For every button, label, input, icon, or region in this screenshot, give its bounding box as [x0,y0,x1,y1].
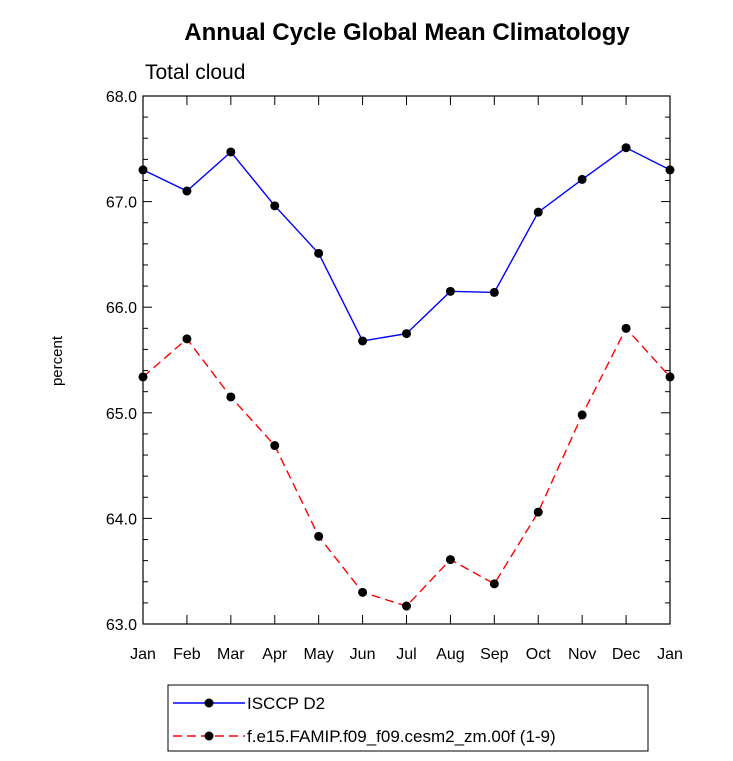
x-tick-label: Oct [526,646,551,663]
series-layer [138,143,675,611]
data-point [402,601,411,611]
legend-label: f.e15.FAMIP.f09_f09.cesm2_zm.00f (1-9) [247,727,556,746]
plot-axes: 63.0 64.0 65.0 66.0 67.0 68.0 Jan Feb Mar Apr May J… [106,89,683,663]
y-tick-label: 63.0 [106,617,137,634]
legend-label: ISCCP D2 [247,694,325,713]
series-line [142,146,671,342]
data-point [445,555,455,565]
legend: ISCCP D2 f.e15.FAMIP.f09_f09.cesm2_zm.00f… [167,684,649,752]
data-point [226,147,236,157]
x-tick-label: Jul [396,646,416,663]
x-tick-label: Sep [480,646,509,663]
data-point [314,248,324,258]
data-point [182,334,192,344]
x-tick-label: Dec [612,646,640,663]
y-tick-label: 68.0 [106,89,137,106]
data-point [182,186,192,196]
series-2 [138,323,675,611]
data-point [489,287,499,297]
data-point [577,174,587,184]
data-point [621,143,631,153]
chart-title: Annual Cycle Global Mean Climatology [184,19,630,46]
series-1 [138,143,675,346]
x-tick-label: Apr [262,646,288,663]
data-point [577,410,587,420]
data-point [621,323,631,333]
x-tick-label: Jun [350,646,376,663]
x-tick-label: Mar [217,646,245,663]
data-point [445,286,455,296]
y-tick-label: 67.0 [106,195,137,212]
plot-frame [142,95,671,625]
x-tick-label: Feb [173,646,201,663]
legend-marker [204,731,214,741]
y-tick-label: 66.0 [106,300,137,317]
data-point [533,507,543,517]
legend-marker [204,698,214,708]
data-point [138,165,148,175]
data-point [270,201,280,211]
x-tick-label: Jan [130,646,156,663]
x-tick-label: May [304,646,334,663]
y-tick-label: 65.0 [106,406,137,423]
data-point [358,336,368,346]
x-tick-label: Nov [568,646,596,663]
x-tick-label: Jan [657,646,683,663]
y-tick-label: 64.0 [106,511,137,528]
data-point [358,587,368,597]
data-point [226,392,236,402]
data-point [665,372,675,382]
data-point [489,579,499,589]
data-point [270,441,280,451]
data-point [665,165,675,175]
data-point [533,207,543,217]
data-point [402,329,411,339]
chart-subtitle: Total cloud [145,61,245,84]
data-point [138,372,148,382]
data-point [314,531,324,541]
series-line [142,327,671,607]
x-tick-label: Aug [436,646,464,663]
legend-box [167,684,649,752]
y-axis-label: percent [49,335,66,386]
